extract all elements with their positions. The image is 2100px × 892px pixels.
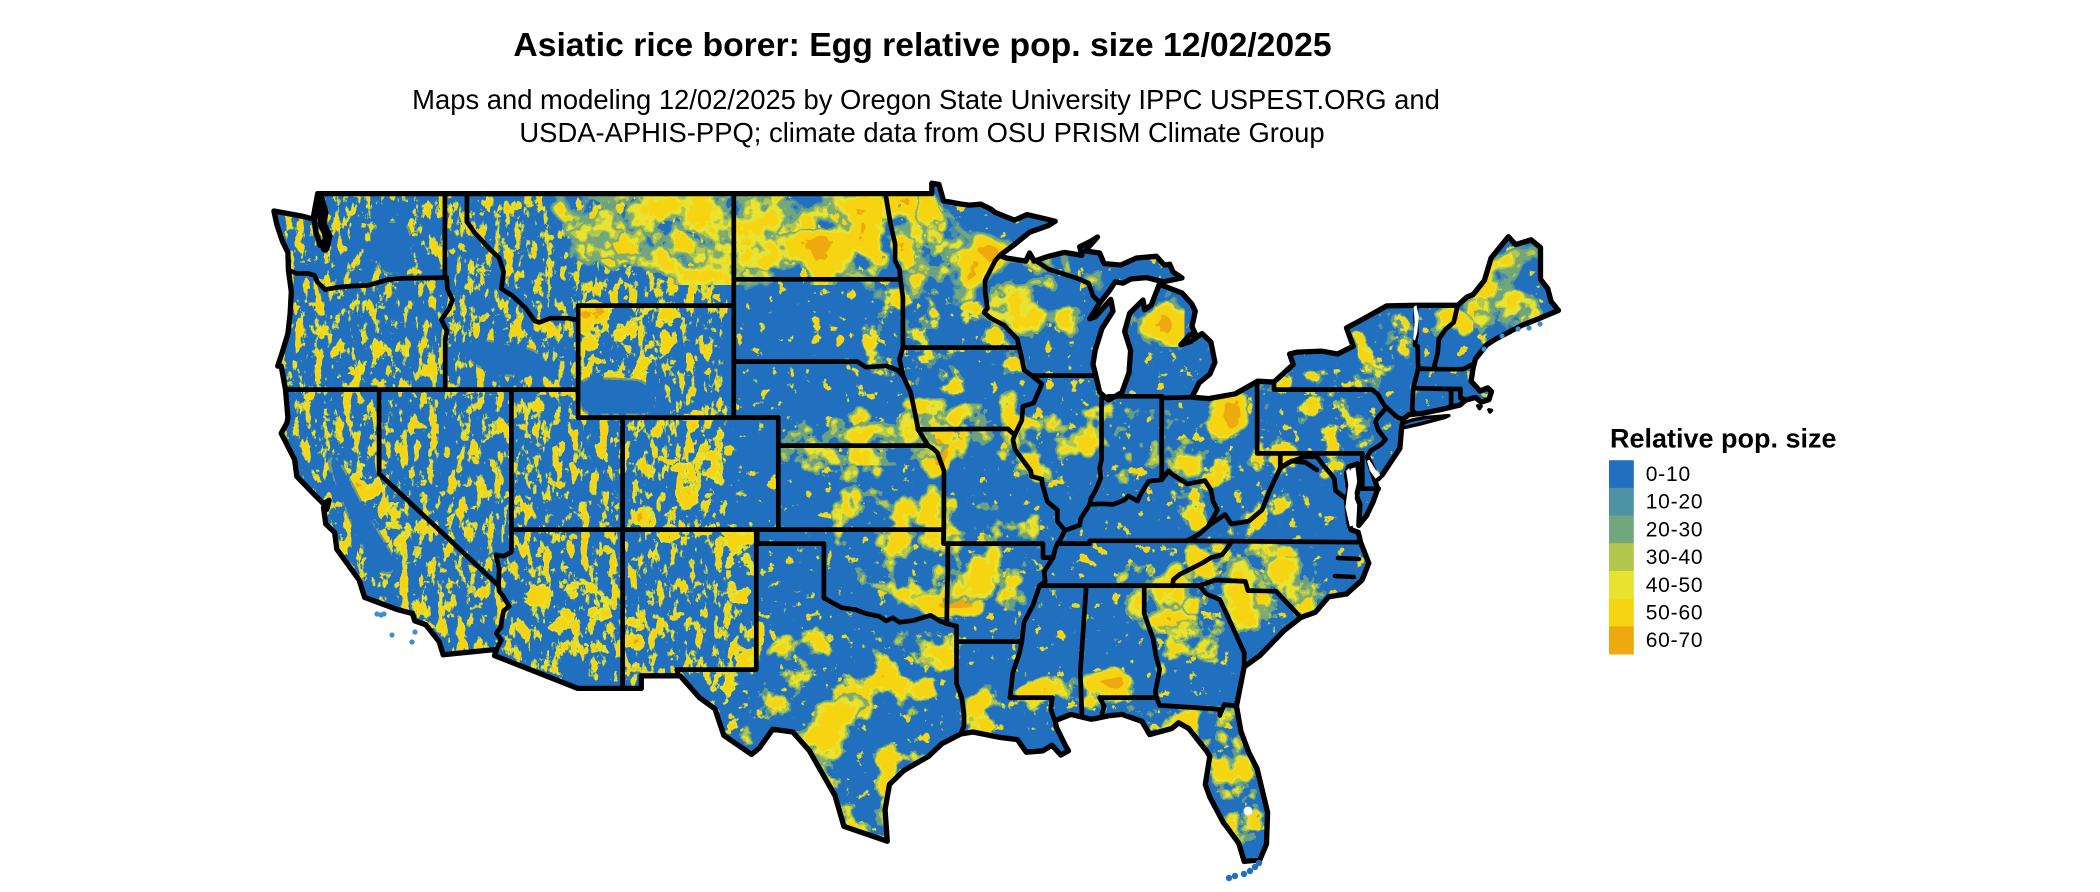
svg-text:40-50: 40-50 bbox=[1646, 574, 1704, 597]
svg-text:50-60: 50-60 bbox=[1646, 602, 1704, 625]
svg-text:0-10: 0-10 bbox=[1646, 463, 1691, 486]
svg-text:USDA-APHIS-PPQ; climate data f: USDA-APHIS-PPQ; climate data from OSU PR… bbox=[519, 117, 1324, 148]
svg-text:60-70: 60-70 bbox=[1646, 629, 1704, 652]
svg-text:30-40: 30-40 bbox=[1646, 546, 1704, 569]
svg-text:10-20: 10-20 bbox=[1646, 491, 1704, 514]
svg-text:Relative pop. size: Relative pop. size bbox=[1610, 423, 1837, 453]
svg-text:Asiatic rice borer: Egg relati: Asiatic rice borer: Egg relative pop. si… bbox=[513, 26, 1331, 64]
svg-text:Maps and modeling 12/02/2025 b: Maps and modeling 12/02/2025 by Oregon S… bbox=[412, 84, 1440, 115]
svg-text:20-30: 20-30 bbox=[1646, 518, 1704, 541]
